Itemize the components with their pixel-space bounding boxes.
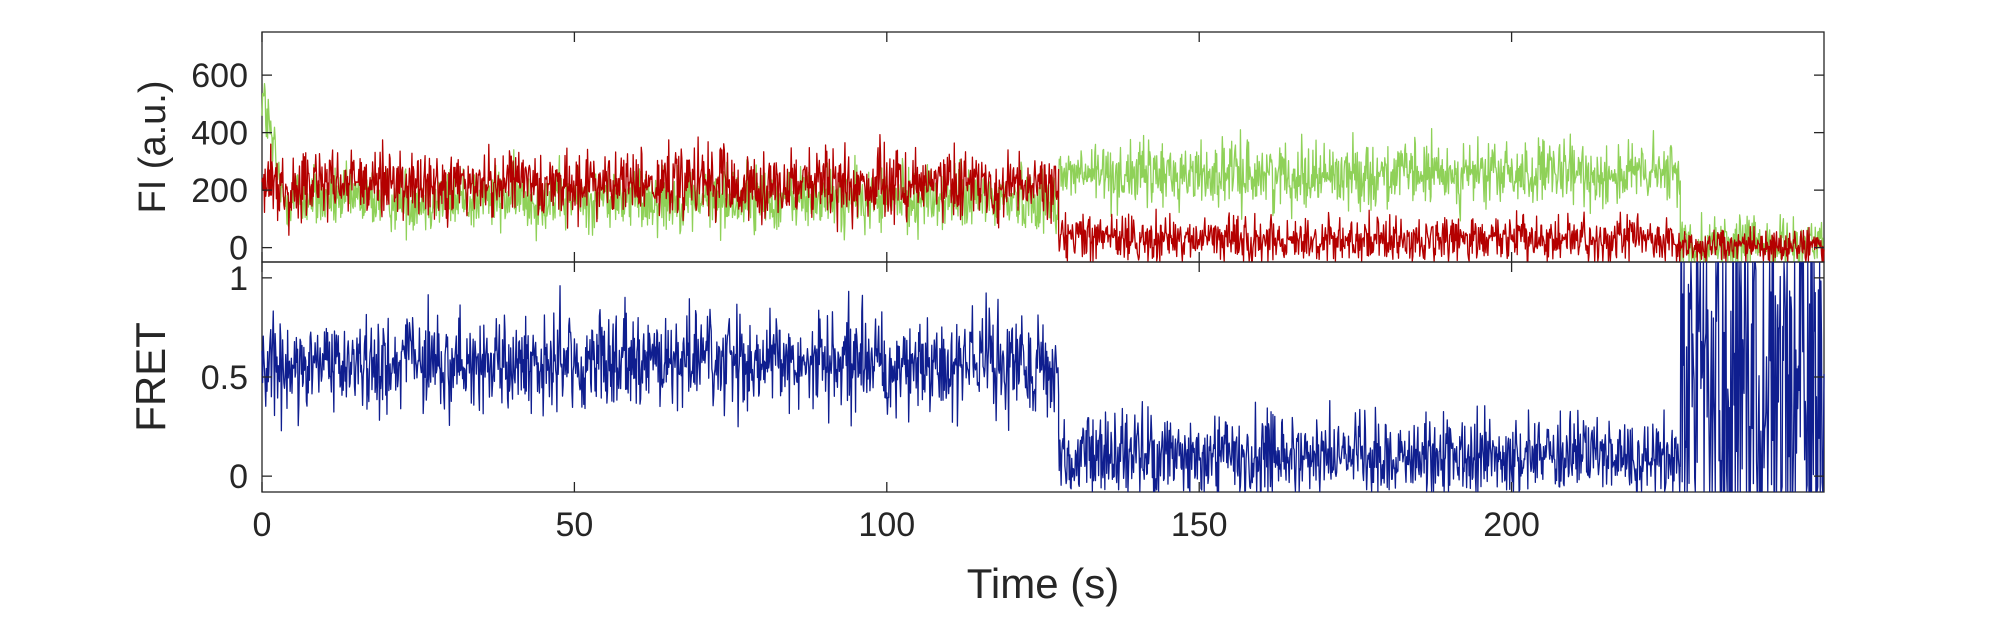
fluorescence-y-tick-label: 600 <box>191 57 248 95</box>
fret-panel: 00.51 0 50 100 150 200 FRET Time (s) <box>127 32 1825 607</box>
fret-y-tick-label: 0 <box>229 458 248 496</box>
fret-y-tick-label: 0.5 <box>201 359 248 397</box>
time-x-tick: 50 <box>555 32 593 544</box>
time-x-tick-label: 200 <box>1483 506 1540 544</box>
fret-y-tick: 1 <box>229 260 1824 298</box>
fret-y-tick: 0 <box>229 458 1824 496</box>
acceptor-trace <box>261 134 1825 262</box>
fluorescence-y-ticks: 0 200 400 600 <box>191 57 1824 268</box>
time-x-ticks: 0 50 100 150 200 <box>253 32 1540 544</box>
fluorescence-y-tick: 400 <box>191 115 1824 153</box>
fret-y-tick-label: 1 <box>229 260 248 298</box>
fluorescence-y-axis-label: FI (a.u.) <box>132 80 174 213</box>
fret-line <box>261 262 1825 492</box>
fret-y-tick: 0.5 <box>201 359 1824 397</box>
time-x-tick-label: 0 <box>253 506 272 544</box>
fret-y-axis-label: FRET <box>127 322 174 432</box>
time-x-tick: 150 <box>1171 32 1228 544</box>
time-x-tick: 100 <box>858 32 915 544</box>
fluorescence-y-tick-label: 0 <box>229 230 248 268</box>
time-x-tick-label: 100 <box>858 506 915 544</box>
time-x-tick-label: 50 <box>555 506 593 544</box>
time-x-tick-label: 150 <box>1171 506 1228 544</box>
fluorescence-y-tick: 600 <box>191 57 1824 95</box>
time-x-tick: 200 <box>1483 32 1540 544</box>
fluorescence-y-tick: 200 <box>191 172 1824 210</box>
fluorescence-y-tick: 0 <box>229 230 1824 268</box>
fluorescence-y-tick-label: 400 <box>191 115 248 153</box>
acceptor-line <box>261 134 1825 262</box>
time-x-tick: 0 <box>253 32 272 544</box>
fluorescence-y-tick-label: 200 <box>191 172 248 210</box>
fret-trace <box>261 262 1825 492</box>
fluorescence-panel: 0 200 400 600 FI (a.u.) <box>132 31 1825 268</box>
time-x-axis-label: Time (s) <box>967 560 1119 607</box>
fret-y-ticks: 00.51 <box>201 260 1824 496</box>
